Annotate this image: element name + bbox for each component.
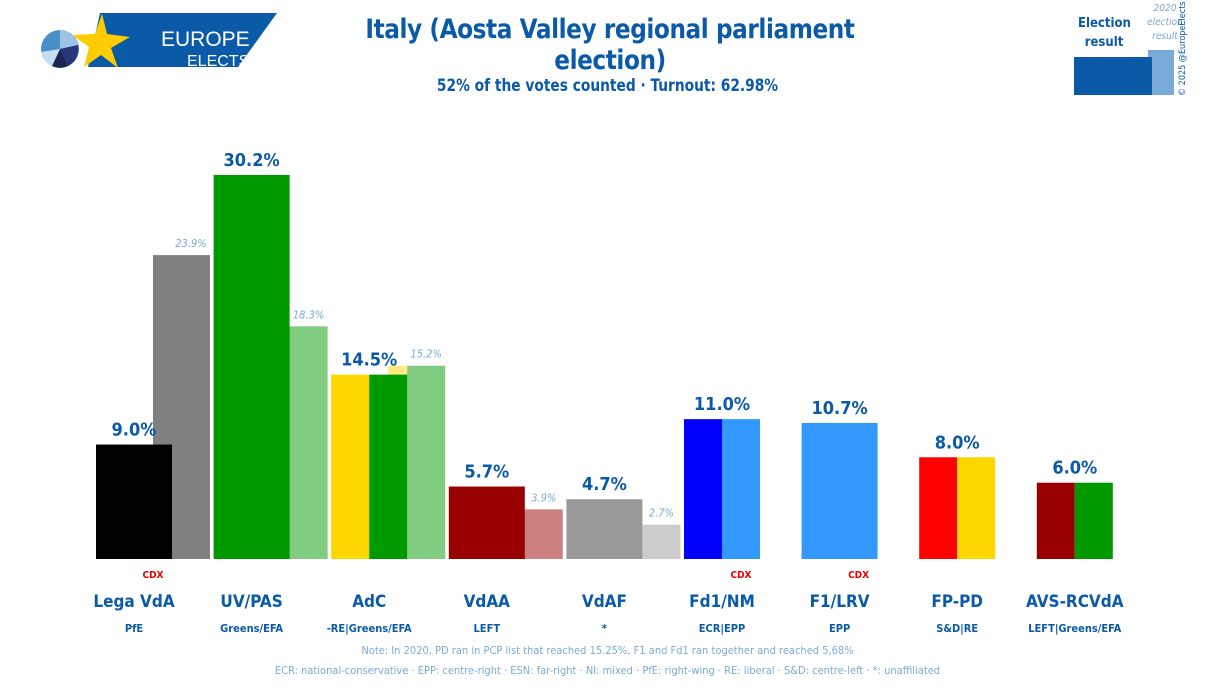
bar-segment: [957, 457, 996, 559]
bar-segment: [684, 419, 722, 559]
chart-subtitle: 52% of the votes counted · Turnout: 62.9…: [436, 76, 779, 96]
party-group: S&D|RE: [936, 622, 978, 635]
party-group: EPP: [829, 622, 850, 635]
note-line-1: Note: In 2020, PD ran in PCP list that r…: [361, 644, 854, 657]
chart-title: Italy (Aosta Valley regional parliament …: [365, 14, 855, 76]
bar-segment: [722, 419, 760, 559]
party-group: -RE|Greens/EFA: [327, 622, 412, 635]
prev-value-label: 3.9%: [531, 491, 556, 504]
bar-segment: [331, 374, 370, 559]
legend-main-label-line1: Election: [1078, 16, 1131, 31]
europe-elects-logo: EUROPE ELECTS: [38, 12, 278, 70]
prev-value-label: 15.2%: [410, 348, 441, 361]
party-name: FP-PD: [931, 592, 983, 612]
legend-main-label-line2: result: [1084, 35, 1124, 50]
logo-text-elects: ELECTS: [187, 53, 250, 70]
party-name: UV/PAS: [220, 592, 282, 612]
value-label: 10.7%: [812, 398, 868, 419]
legend-prev-label-line2: election: [1147, 17, 1183, 28]
legend: Election result 2020 election result: [1070, 3, 1215, 103]
party-group: PfE: [125, 622, 144, 635]
party-name: AdC: [352, 592, 386, 612]
coalition-tag: CDX: [730, 570, 751, 581]
legend-prev-label-line3: result: [1152, 31, 1178, 42]
coalition-tag: CDX: [142, 570, 163, 581]
legend-main-label: Election result: [1078, 14, 1131, 52]
note-line-2: ECR: national-conservative · EPP: centre…: [274, 664, 941, 677]
value-label: 11.0%: [694, 394, 750, 415]
value-label: 5.7%: [464, 462, 509, 483]
value-label: 4.7%: [582, 474, 627, 495]
bar: [566, 499, 643, 559]
party-name: F1/LRV: [810, 592, 870, 612]
legend-prev-swatch: [1148, 50, 1174, 95]
party-name: Fd1/NM: [689, 592, 755, 612]
party-name: Lega VdA: [93, 592, 174, 612]
party-group: ECR|EPP: [699, 622, 746, 635]
bar-segment: [369, 374, 408, 559]
coalition-tag: CDX: [848, 570, 869, 581]
bar: [96, 444, 172, 559]
bar-segment: [919, 457, 958, 559]
party-group: *: [602, 622, 607, 635]
legend-main-swatch: [1074, 57, 1152, 95]
party-name: AVS-RCVdA: [1026, 592, 1124, 612]
bar-segment: [1074, 482, 1113, 559]
logo-text-europe: EUROPE: [161, 28, 250, 51]
party-name: VdAF: [582, 592, 627, 612]
legend-prev-label-line1: 2020: [1153, 3, 1177, 14]
value-label: 6.0%: [1052, 458, 1097, 479]
bar: [448, 486, 525, 559]
prev-bar-segment: [407, 365, 446, 559]
value-label: 30.2%: [224, 150, 280, 171]
bar: [801, 422, 878, 559]
party-group: LEFT: [474, 622, 501, 635]
legend-prev-label: 2020 election result: [1144, 2, 1186, 44]
prev-value-label: 2.7%: [649, 507, 674, 520]
prev-value-label: 23.9%: [175, 237, 206, 250]
value-label: 8.0%: [935, 432, 980, 453]
party-group: LEFT|Greens/EFA: [1028, 622, 1121, 635]
bar-segment: [1036, 482, 1075, 559]
party-name: VdAA: [464, 592, 511, 612]
value-label: 9.0%: [112, 420, 157, 441]
party-group: Greens/EFA: [220, 622, 283, 635]
logo-graphic: [41, 13, 277, 68]
bar: [213, 175, 290, 559]
prev-value-label: 18.3%: [293, 308, 324, 321]
value-label: 14.5%: [341, 350, 397, 371]
